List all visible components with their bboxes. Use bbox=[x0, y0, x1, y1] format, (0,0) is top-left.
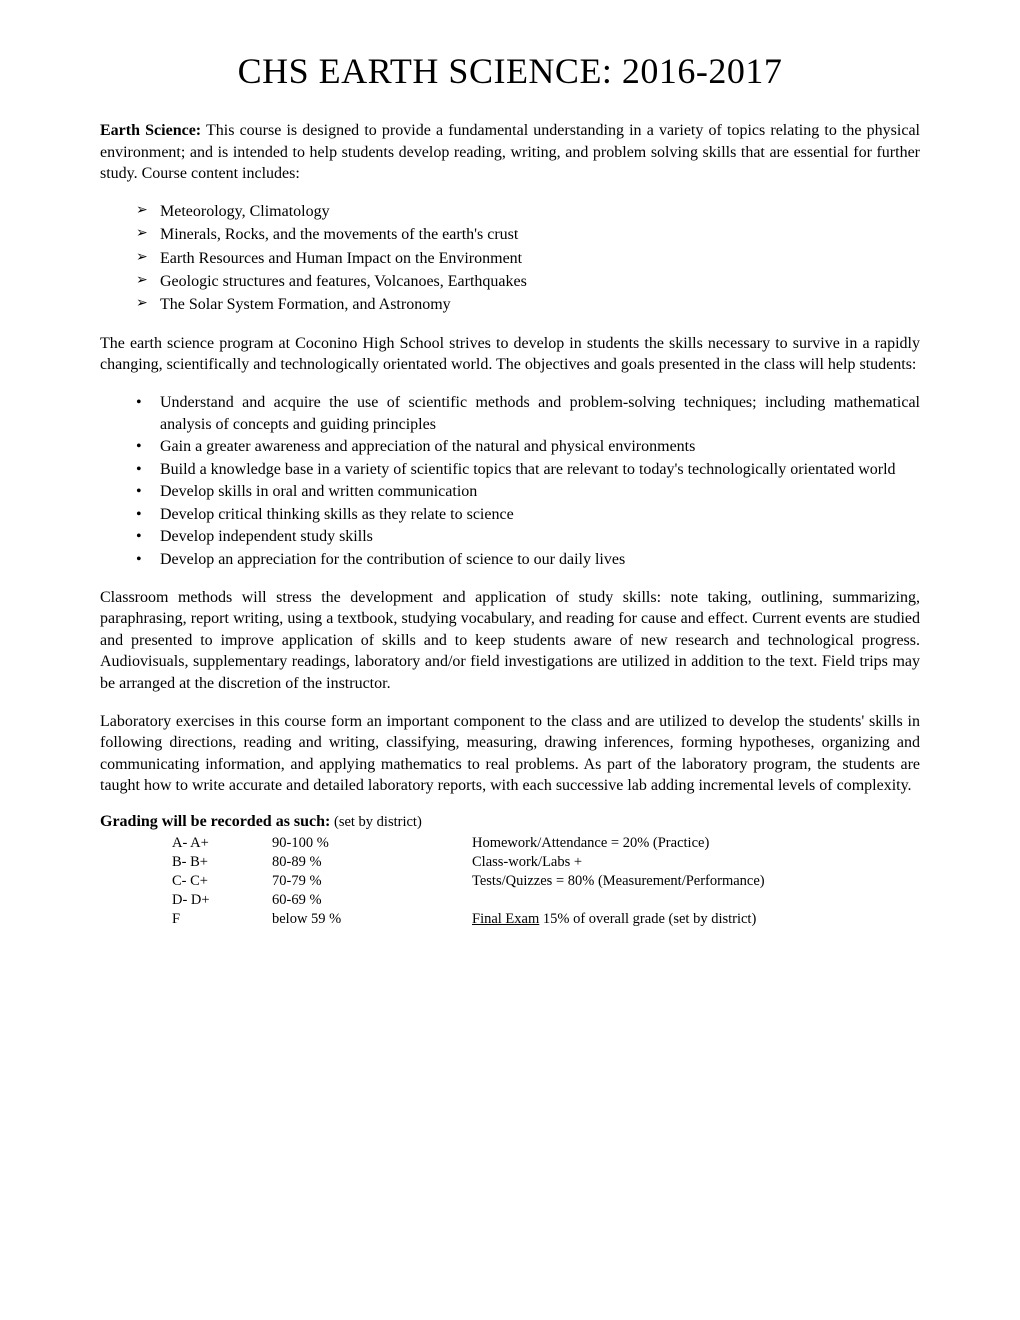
grading-table: A- A+ 90-100 % Homework/Attendance = 20%… bbox=[172, 835, 852, 930]
program-intro-paragraph: The earth science program at Coconino Hi… bbox=[100, 333, 920, 376]
desc-cell: Final Exam 15% of overall grade (set by … bbox=[472, 911, 852, 930]
table-row: B- B+ 80-89 % Class-work/Labs + bbox=[172, 854, 852, 873]
page-title: CHS EARTH SCIENCE: 2016-2017 bbox=[100, 50, 920, 92]
grade-cell: B- B+ bbox=[172, 854, 272, 873]
grading-header: Grading will be recorded as such: (set b… bbox=[100, 813, 920, 831]
final-exam-underline: Final Exam bbox=[472, 911, 539, 927]
grade-cell: F bbox=[172, 911, 272, 930]
range-cell: below 59 % bbox=[272, 911, 472, 930]
intro-label: Earth Science: bbox=[100, 122, 201, 139]
topic-item: Minerals, Rocks, and the movements of th… bbox=[136, 224, 920, 246]
table-row: D- D+ 60-69 % bbox=[172, 892, 852, 911]
range-cell: 90-100 % bbox=[272, 835, 472, 854]
grade-cell: C- C+ bbox=[172, 873, 272, 892]
objective-item: Develop an appreciation for the contribu… bbox=[136, 549, 920, 571]
lab-paragraph: Laboratory exercises in this course form… bbox=[100, 711, 920, 797]
table-row: C- C+ 70-79 % Tests/Quizzes = 80% (Measu… bbox=[172, 873, 852, 892]
objective-item: Build a knowledge base in a variety of s… bbox=[136, 459, 920, 481]
topic-item: Earth Resources and Human Impact on the … bbox=[136, 248, 920, 270]
desc-cell: Class-work/Labs + bbox=[472, 854, 852, 873]
objectives-list: Understand and acquire the use of scient… bbox=[100, 392, 920, 571]
topic-item: The Solar System Formation, and Astronom… bbox=[136, 294, 920, 316]
range-cell: 60-69 % bbox=[272, 892, 472, 911]
grade-cell: D- D+ bbox=[172, 892, 272, 911]
objective-item: Develop independent study skills bbox=[136, 526, 920, 548]
desc-cell: Tests/Quizzes = 80% (Measurement/Perform… bbox=[472, 873, 852, 892]
objective-item: Gain a greater awareness and appreciatio… bbox=[136, 436, 920, 458]
range-cell: 70-79 % bbox=[272, 873, 472, 892]
table-row: A- A+ 90-100 % Homework/Attendance = 20%… bbox=[172, 835, 852, 854]
methods-paragraph: Classroom methods will stress the develo… bbox=[100, 587, 920, 695]
table-row: F below 59 % Final Exam 15% of overall g… bbox=[172, 911, 852, 930]
range-cell: 80-89 % bbox=[272, 854, 472, 873]
intro-text: This course is designed to provide a fun… bbox=[100, 122, 920, 182]
topic-item: Meteorology, Climatology bbox=[136, 201, 920, 223]
objective-item: Understand and acquire the use of scient… bbox=[136, 392, 920, 435]
intro-paragraph: Earth Science: This course is designed t… bbox=[100, 120, 920, 185]
grade-cell: A- A+ bbox=[172, 835, 272, 854]
desc-cell bbox=[472, 892, 852, 911]
topic-item: Geologic structures and features, Volcan… bbox=[136, 271, 920, 293]
topics-list: Meteorology, Climatology Minerals, Rocks… bbox=[100, 201, 920, 317]
grading-header-note: (set by district) bbox=[330, 814, 421, 830]
objective-item: Develop skills in oral and written commu… bbox=[136, 481, 920, 503]
grading-header-bold: Grading will be recorded as such: bbox=[100, 813, 330, 830]
objective-item: Develop critical thinking skills as they… bbox=[136, 504, 920, 526]
desc-cell: Homework/Attendance = 20% (Practice) bbox=[472, 835, 852, 854]
final-exam-rest: 15% of overall grade (set by district) bbox=[539, 911, 756, 927]
